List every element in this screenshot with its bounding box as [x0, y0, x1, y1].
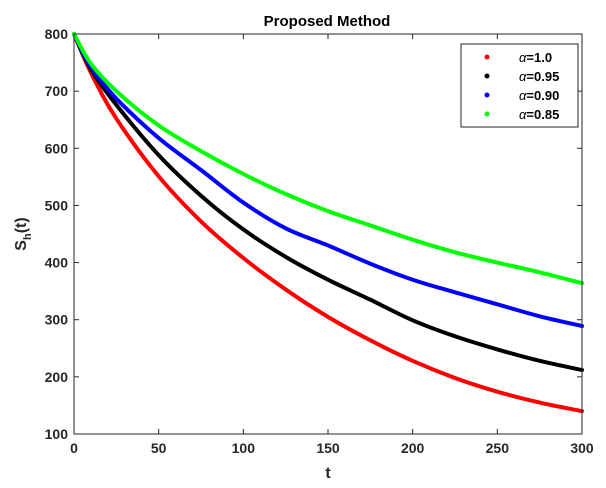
legend-label-3: α=0.85: [519, 107, 559, 122]
legend-label-1: α=0.95: [519, 69, 559, 84]
y-tick-label: 300: [45, 312, 69, 328]
x-axis-label: t: [325, 465, 331, 482]
series-line-0: [72, 32, 584, 414]
y-tick-label: 400: [45, 255, 69, 271]
legend-value: =0.90: [526, 88, 559, 103]
y-axis-label-main: S: [13, 240, 30, 251]
y-axis-label-tail: (t): [13, 217, 30, 233]
legend-marker-3: [484, 111, 490, 117]
x-tick-label: 0: [70, 440, 78, 456]
series-line-1: [72, 32, 584, 372]
legend-value: =0.85: [526, 107, 559, 122]
legend-alpha-symbol: α: [519, 88, 527, 103]
y-tick-label: 800: [45, 26, 69, 42]
legend-marker-0: [484, 54, 490, 60]
legend-value: =0.95: [526, 69, 559, 84]
y-tick-label: 700: [45, 83, 69, 99]
y-axis-label-subscript: h: [22, 233, 34, 240]
legend-marker-2: [484, 92, 490, 98]
y-tick-label: 500: [45, 197, 69, 213]
legend-alpha-symbol: α: [519, 69, 527, 84]
series-line-3: [72, 32, 584, 286]
x-tick-label: 150: [316, 440, 340, 456]
x-tick-label: 250: [486, 440, 510, 456]
y-axis-ticks: 100 200 300 400 500 600 700 800: [45, 26, 582, 442]
legend-value: =1.0: [526, 50, 552, 65]
x-tick-label: 100: [232, 440, 256, 456]
y-tick-label: 600: [45, 140, 69, 156]
legend: α=1.0α=0.95α=0.90α=0.85: [460, 43, 579, 128]
series-line-2: [72, 32, 584, 328]
legend-label-2: α=0.90: [519, 88, 559, 103]
legend-marker-1: [484, 73, 490, 79]
y-tick-label: 100: [45, 426, 69, 442]
x-tick-label: 200: [401, 440, 425, 456]
legend-box: [460, 43, 579, 128]
legend-alpha-symbol: α: [519, 50, 527, 65]
legend-alpha-symbol: α: [519, 107, 527, 122]
x-tick-label: 50: [151, 440, 167, 456]
legend-label-0: α=1.0: [519, 50, 552, 65]
y-tick-label: 200: [45, 369, 69, 385]
y-axis-label: Sh(t): [13, 217, 34, 250]
chart-title: Proposed Method: [264, 13, 391, 30]
x-tick-label: 300: [570, 440, 594, 456]
series-layer: [72, 32, 584, 414]
x-axis-ticks: 0 50 100 150 200 250 300: [70, 34, 594, 456]
